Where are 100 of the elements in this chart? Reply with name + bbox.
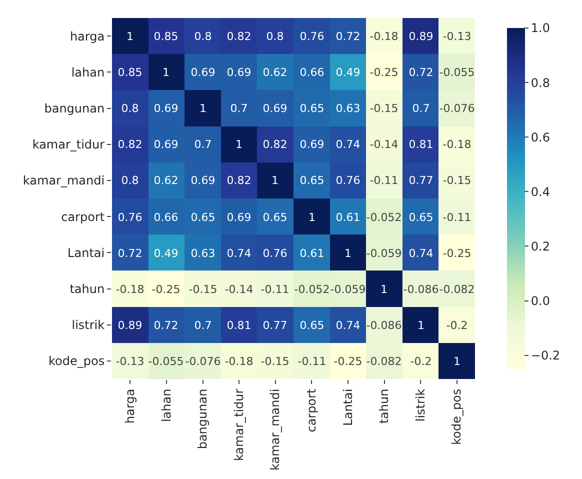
data-label: 0.74 — [336, 318, 360, 332]
data-label: 0.66 — [300, 66, 324, 79]
data-label: 0.66 — [154, 210, 178, 224]
data-label: 0.72 — [336, 30, 360, 43]
data-label: -0.11 — [260, 282, 290, 296]
y-tick-label: kamar_tidur — [32, 138, 105, 152]
data-label: 0.8 — [194, 30, 212, 43]
data-label: 1 — [126, 30, 134, 43]
data-label: 0.76 — [336, 174, 360, 187]
data-label: 0.77 — [408, 174, 434, 187]
y-tick-label: harga — [70, 29, 105, 44]
data-label: 1 — [380, 282, 388, 296]
data-label: 0.69 — [300, 138, 324, 151]
data-label: -0.076 — [185, 354, 221, 368]
data-label: 0.49 — [154, 246, 178, 260]
data-label: 0.65 — [408, 210, 434, 224]
data-label: -0.052 — [366, 210, 402, 224]
data-label: -0.18 — [370, 30, 398, 43]
y-tick-label: tahun — [70, 282, 105, 296]
x-tick-label: carport — [304, 388, 319, 432]
data-label: 0.69 — [190, 66, 216, 79]
data-label: -0.14 — [370, 138, 398, 151]
data-label: -0.2 — [446, 318, 468, 332]
data-label: 0.49 — [336, 66, 360, 79]
data-label: -0.14 — [224, 282, 254, 296]
data-label: -0.25 — [370, 66, 398, 79]
data-label: 0.85 — [154, 30, 178, 43]
x-tick-label: lahan — [159, 388, 174, 422]
data-label: 0.69 — [226, 66, 252, 79]
y-tick-label: kamar_mandi — [22, 174, 105, 188]
data-label: 0.69 — [154, 138, 178, 151]
data-label: 0.82 — [262, 138, 288, 151]
data-label: -0.076 — [439, 102, 475, 115]
data-label: 0.76 — [300, 30, 324, 43]
color-bar-label: 0.4 — [530, 184, 550, 199]
data-label: 0.63 — [336, 102, 360, 115]
data-label: -0.13 — [442, 30, 472, 43]
x-tick-label: tahun — [377, 388, 392, 424]
data-label: 0.61 — [300, 246, 324, 260]
y-tick-label: listrik — [72, 318, 105, 332]
data-label: 0.74 — [336, 138, 360, 151]
data-label: 0.61 — [336, 210, 360, 224]
data-label: 0.62 — [262, 66, 288, 79]
data-label: -0.18 — [442, 138, 472, 151]
data-label: 0.74 — [226, 246, 252, 260]
y-tick-label: Lantai — [68, 246, 105, 260]
data-label: 0.69 — [154, 102, 178, 115]
x-tick-label: harga — [123, 388, 138, 424]
data-label: 0.89 — [408, 30, 434, 43]
data-label: -0.25 — [442, 246, 472, 260]
data-label: -0.082 — [366, 354, 402, 368]
data-label: -0.2 — [410, 354, 432, 368]
data-label: 0.76 — [262, 246, 288, 260]
data-label: 0.72 — [118, 246, 142, 260]
data-label: -0.055 — [148, 354, 184, 368]
data-label: 0.7 — [412, 102, 430, 115]
data-label: 0.65 — [300, 102, 324, 115]
data-label: 0.69 — [226, 210, 252, 224]
data-label: -0.13 — [116, 354, 144, 368]
data-label: -0.11 — [442, 210, 472, 224]
data-label: -0.15 — [442, 174, 472, 187]
data-label: -0.059 — [366, 246, 402, 260]
y-tick-label: lahan — [71, 65, 105, 80]
data-label: -0.25 — [334, 354, 362, 368]
color-bar-label: 1.0 — [530, 21, 550, 36]
data-label: 1 — [308, 210, 316, 224]
data-label: -0.18 — [224, 354, 254, 368]
data-label: -0.11 — [298, 354, 326, 368]
data-label: -0.086 — [403, 282, 439, 296]
data-label: -0.15 — [188, 282, 218, 296]
data-label: -0.25 — [152, 282, 180, 296]
color-bar-label: −0.2 — [530, 348, 560, 363]
data-label: 0.63 — [190, 246, 216, 260]
data-label: 0.65 — [190, 210, 216, 224]
data-label: 0.65 — [300, 174, 324, 187]
data-label: 1 — [418, 318, 424, 332]
x-tick-label: Lantai — [340, 388, 355, 426]
data-label: 0.82 — [226, 174, 252, 187]
data-label: -0.059 — [330, 282, 366, 296]
data-label: -0.18 — [116, 282, 144, 296]
data-label: 0.82 — [118, 138, 142, 151]
data-label: -0.055 — [439, 66, 475, 79]
color-bar-label: 0.6 — [530, 130, 550, 144]
y-tick-label: carport — [61, 210, 105, 224]
color-bar-label: 0.8 — [530, 76, 550, 90]
data-label: 0.72 — [154, 318, 178, 332]
data-label: 0.69 — [190, 174, 216, 187]
data-label: -0.082 — [439, 282, 475, 296]
data-label: 0.81 — [408, 138, 434, 151]
data-label: 0.85 — [118, 66, 142, 79]
data-label: 1 — [162, 66, 170, 79]
color-bar-label: 0.0 — [530, 294, 550, 308]
data-label: 0.8 — [121, 174, 139, 187]
data-label: -0.086 — [366, 318, 402, 332]
data-label: 0.8 — [266, 30, 284, 43]
data-label: 0.77 — [262, 318, 288, 332]
data-label: 0.7 — [230, 102, 248, 115]
data-label: 0.7 — [194, 138, 212, 151]
data-label: -0.15 — [260, 354, 290, 368]
color-bar-label: 0.2 — [530, 239, 550, 254]
